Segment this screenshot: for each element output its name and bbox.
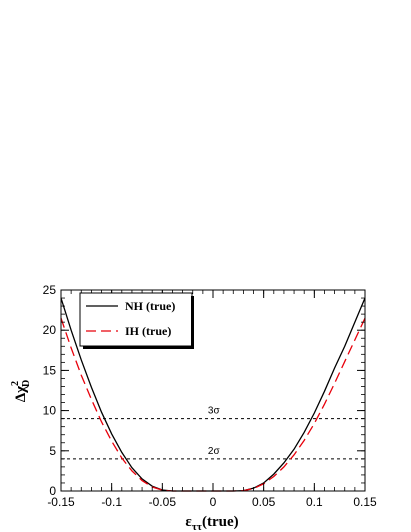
x-tick-label: -0.05	[149, 495, 177, 509]
legend-shadow-bottom	[83, 346, 194, 349]
x-tick-label: -0.1	[101, 495, 122, 509]
reference-label-0: 3σ	[208, 406, 221, 417]
x-axis-title-main: ε	[185, 514, 192, 530]
x-axis-title-sub: ττ	[192, 521, 202, 532]
legend-shadow-right	[191, 296, 194, 349]
x-tick-label: 0.15	[353, 495, 377, 509]
y-tick-label: 10	[43, 404, 57, 418]
y-axis-title: Δχ2D	[10, 380, 32, 403]
legend: NH (true) IH (true)	[79, 292, 194, 349]
y-tick-label: 25	[43, 283, 57, 297]
x-tick-label: 0.05	[252, 495, 276, 509]
legend-label-ih: IH (true)	[125, 324, 171, 338]
x-tick-label: -0.15	[47, 495, 75, 509]
x-axis-title-suffix: (true)	[202, 514, 239, 530]
legend-box	[79, 292, 193, 347]
y-tick-label: 15	[43, 363, 57, 377]
svg-text:Δχ2D: Δχ2D	[10, 380, 32, 403]
legend-label-nh: NH (true)	[125, 299, 175, 313]
y-tick-label: 0	[49, 484, 56, 498]
x-tick-label: 0	[210, 495, 217, 509]
tick-labels: -0.15 -0.1 -0.05 0 0.05 0.1 0.15 0 5 10 15 20 25	[43, 283, 377, 509]
y-axis-title-sub: D	[21, 380, 32, 387]
reference-lines: 3σ 2σ	[61, 406, 365, 460]
y-axis-title-sup: 2	[10, 381, 21, 386]
y-axis-title-main: Δχ	[13, 385, 29, 402]
reference-label-1: 2σ	[208, 446, 221, 457]
y-tick-label: 20	[43, 323, 57, 337]
x-tick-label: 0.1	[306, 495, 323, 509]
x-axis-title: εττ(true)	[185, 514, 238, 532]
y-tick-label: 5	[49, 444, 56, 458]
